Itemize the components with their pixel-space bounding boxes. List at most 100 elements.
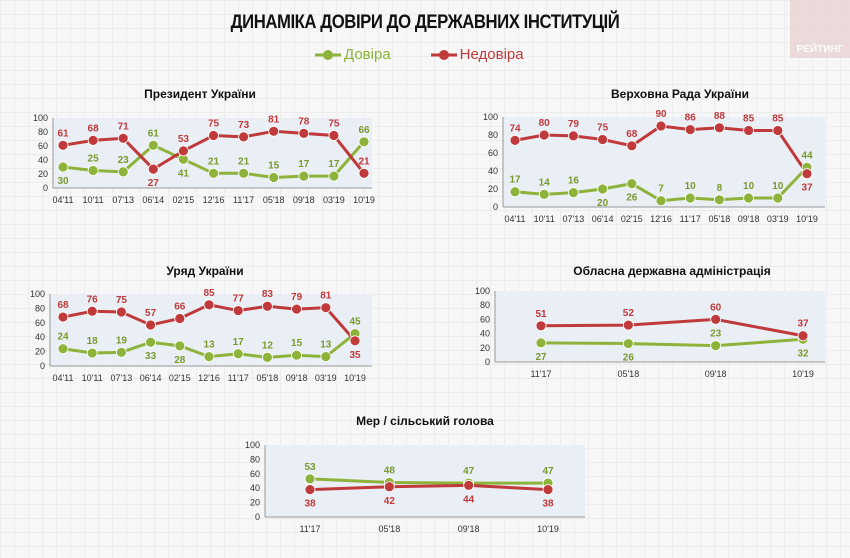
- data-label: 81: [320, 291, 332, 302]
- data-label: 77: [233, 294, 245, 305]
- data-label: 21: [358, 156, 370, 167]
- data-label: 68: [88, 123, 100, 134]
- x-tick-label: 10'11: [534, 214, 555, 224]
- data-point: [655, 195, 667, 207]
- data-label: 90: [655, 109, 667, 120]
- x-tick-label: 03'19: [315, 373, 337, 383]
- x-tick-label: 04'11: [504, 214, 525, 224]
- page-title: ДИНАМІКА ДОВІРИ ДО ДЕРЖАВНИХ ІНСТИТУЦІЙ: [230, 12, 620, 33]
- data-point: [117, 166, 129, 178]
- x-tick-label: 10'19: [792, 369, 814, 379]
- x-tick-label: 11'17: [228, 373, 249, 383]
- legend-distrust: Недовіра: [430, 46, 524, 63]
- data-point: [328, 130, 340, 141]
- x-tick-label: 06'14: [142, 195, 164, 205]
- data-label: 10: [685, 181, 697, 192]
- data-label: 74: [509, 123, 521, 134]
- data-point: [116, 346, 127, 358]
- x-tick-label: 09'18: [705, 369, 727, 379]
- x-tick-label: 06'14: [140, 373, 162, 383]
- data-label: 12: [262, 340, 274, 351]
- data-point: [177, 145, 189, 157]
- y-tick-label: 80: [38, 127, 48, 137]
- data-label: 80: [539, 118, 551, 129]
- y-tick-label: 100: [33, 113, 48, 123]
- data-label: 53: [178, 134, 190, 145]
- data-point: [232, 305, 244, 316]
- data-label: 85: [203, 288, 215, 299]
- data-label: 13: [203, 340, 215, 351]
- data-label: 85: [772, 114, 784, 125]
- x-tick-label: 03'19: [323, 195, 345, 205]
- chart-title: Президент України: [144, 87, 256, 101]
- data-label: 48: [384, 465, 396, 476]
- data-label: 38: [304, 499, 316, 510]
- x-tick-label: 09'18: [286, 373, 308, 383]
- y-tick-label: 80: [480, 300, 490, 310]
- data-point: [261, 351, 273, 363]
- data-label: 66: [358, 125, 370, 136]
- data-point: [57, 161, 69, 173]
- data-label: 41: [178, 168, 190, 179]
- x-tick-label: 02'15: [173, 195, 195, 205]
- data-label: 52: [623, 308, 635, 319]
- data-label: 37: [797, 319, 809, 330]
- x-tick-label: 11'17: [680, 214, 701, 224]
- plot-area: [265, 445, 585, 517]
- data-point: [268, 125, 280, 137]
- data-point: [626, 140, 638, 152]
- data-label: 20: [597, 198, 609, 209]
- data-label: 79: [568, 119, 580, 130]
- data-point: [57, 343, 69, 355]
- logo: РЕЙТИНГ: [790, 0, 850, 58]
- x-tick-label: 09'18: [293, 195, 315, 205]
- data-label: 73: [238, 120, 250, 131]
- series-line-distrust: [309, 483, 549, 492]
- data-label: 23: [118, 155, 130, 166]
- y-tick-label: 20: [488, 184, 498, 194]
- x-tick-label: 09'18: [738, 214, 760, 224]
- distrust-marker-icon: [430, 49, 457, 60]
- data-point: [147, 163, 159, 175]
- legend-trust: Довіра: [315, 46, 391, 63]
- x-tick-label: 02'15: [621, 214, 643, 224]
- data-label: 24: [57, 332, 69, 343]
- data-label: 35: [349, 350, 361, 361]
- data-label: 75: [116, 295, 128, 306]
- data-point: [743, 192, 754, 204]
- y-tick-label: 100: [245, 440, 260, 450]
- data-label: 15: [268, 161, 280, 172]
- y-tick-label: 80: [250, 454, 260, 464]
- data-point: [208, 167, 219, 179]
- data-point: [238, 167, 250, 179]
- data-label: 21: [208, 156, 220, 167]
- data-point: [320, 351, 332, 363]
- data-point: [684, 124, 696, 136]
- data-label: 83: [262, 289, 274, 300]
- data-point: [626, 178, 638, 190]
- data-point: [57, 311, 69, 323]
- x-tick-label: 04'11: [52, 195, 73, 205]
- chart-title: Мер / сільський голова: [356, 414, 494, 428]
- y-tick-label: 60: [38, 141, 48, 151]
- data-point: [86, 305, 98, 317]
- data-label: 26: [626, 193, 638, 204]
- data-label: 78: [298, 116, 310, 127]
- data-label: 28: [174, 355, 186, 366]
- data-label: 8: [717, 183, 723, 194]
- data-point: [714, 194, 725, 206]
- series-line-trust: [309, 477, 548, 485]
- data-point: [57, 139, 69, 151]
- data-point: [358, 167, 370, 179]
- data-point: [597, 183, 608, 195]
- data-point: [268, 172, 280, 183]
- y-tick-label: 40: [35, 332, 45, 342]
- x-tick-label: 07'13: [111, 373, 133, 383]
- data-point: [710, 340, 722, 352]
- data-label: 32: [797, 348, 809, 359]
- y-tick-label: 60: [488, 148, 498, 158]
- data-label: 68: [626, 129, 638, 140]
- x-tick-label: 07'13: [563, 214, 585, 224]
- data-point: [358, 136, 370, 148]
